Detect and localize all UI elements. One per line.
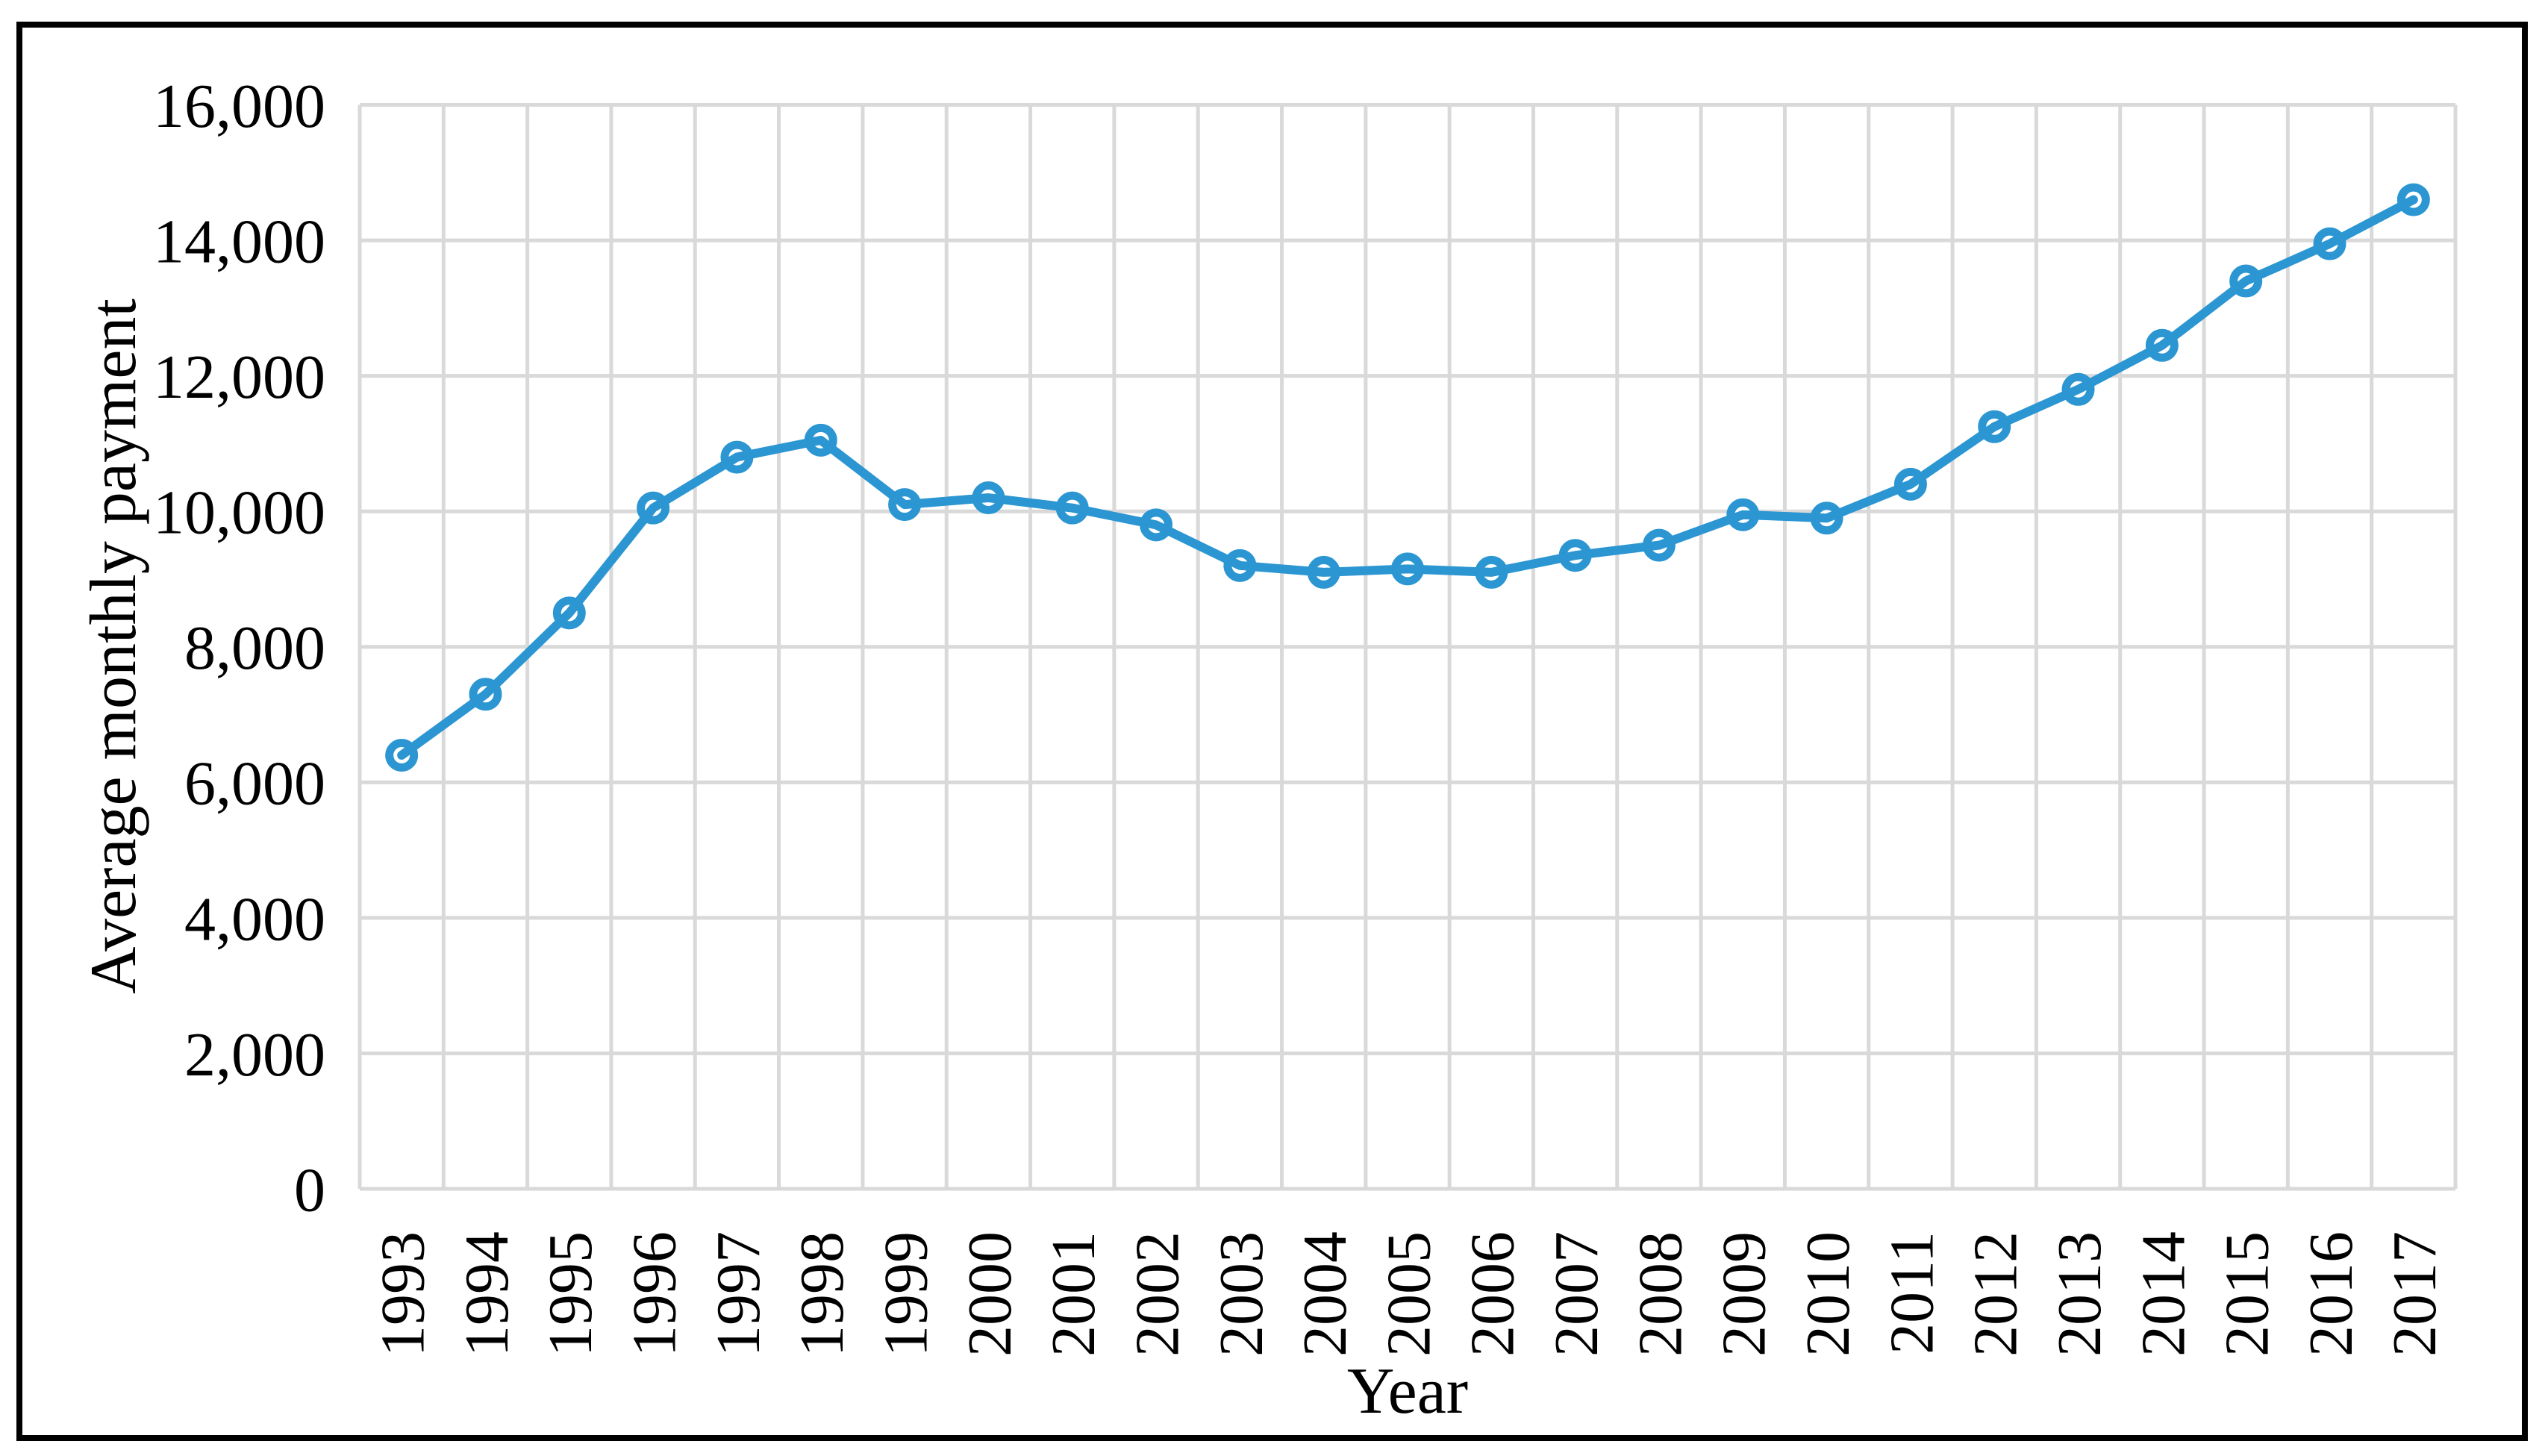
x-tick-label: 2007: [1542, 1231, 1611, 1357]
data-point-marker: [469, 678, 502, 711]
data-point-marker: [1140, 508, 1173, 542]
x-tick-label: 2010: [1793, 1231, 1863, 1357]
x-tick-label: 2009: [1710, 1231, 1779, 1357]
data-point-markers: [385, 183, 2430, 772]
x-tick-label: 2006: [1458, 1231, 1528, 1357]
data-point-marker: [2229, 264, 2263, 298]
data-point-marker: [720, 440, 754, 474]
x-tick-label: 1998: [787, 1231, 857, 1357]
y-tick-label: 0: [294, 1155, 325, 1225]
data-point-marker: [1810, 502, 1843, 535]
y-axis-title: Average monthly payment: [78, 299, 150, 994]
data-point-marker: [1642, 528, 1676, 562]
x-tick-label: 1996: [620, 1231, 690, 1357]
figure-border: [16, 22, 2528, 1441]
marker-backgrounds: [386, 184, 2429, 771]
data-point-marker: [637, 491, 670, 525]
x-tick-label: 1993: [369, 1231, 438, 1357]
x-tick-label: 2003: [1207, 1231, 1276, 1357]
data-point-marker: [888, 488, 922, 522]
x-tick-label: 2016: [2296, 1231, 2366, 1357]
data-point-marker: [2061, 372, 2095, 406]
x-tick-label: 2005: [1374, 1231, 1443, 1357]
y-tick-label: 2,000: [184, 1020, 325, 1090]
x-axis-tick-labels: 1993 1994 1995 1996 1997 1998 1999 2000 2001 2002…: [369, 1231, 2450, 1357]
y-tick-label: 10,000: [153, 478, 325, 548]
data-point-marker: [1055, 491, 1089, 525]
data-point-marker: [385, 739, 419, 772]
x-tick-label: 2012: [1961, 1231, 2031, 1357]
x-tick-label: 2002: [1122, 1231, 1192, 1357]
data-point-marker: [2145, 328, 2179, 362]
data-point-marker: [1307, 555, 1340, 589]
data-point-marker: [1558, 539, 1592, 572]
horizontal-gridlines: [360, 103, 2455, 1191]
x-tick-label: 2014: [2129, 1231, 2198, 1357]
data-point-marker: [1475, 555, 1508, 589]
data-point-marker: [552, 596, 586, 630]
x-tick-label: 1999: [871, 1231, 940, 1357]
x-tick-label: 2008: [1626, 1231, 1695, 1357]
y-tick-label: 16,000: [153, 72, 325, 141]
y-axis-tick-labels: 0 2,000 4,000 6,000 8,000 10,000 12,000 14,000 1…: [153, 72, 325, 1225]
x-tick-label: 1994: [452, 1231, 522, 1357]
data-point-marker: [2313, 227, 2346, 260]
data-point-marker: [972, 481, 1005, 515]
y-tick-label: 6,000: [184, 749, 325, 819]
x-tick-label: 1995: [536, 1231, 605, 1357]
data-point-marker: [804, 423, 837, 457]
x-tick-label: 2017: [2380, 1231, 2449, 1357]
x-tick-label: 2001: [1039, 1231, 1108, 1357]
y-tick-label: 12,000: [153, 343, 325, 412]
y-tick-label: 14,000: [153, 207, 325, 276]
data-point-marker: [1726, 498, 1760, 531]
y-tick-label: 8,000: [184, 613, 325, 683]
x-tick-label: 2011: [1877, 1231, 1946, 1355]
data-point-marker: [1978, 410, 2011, 443]
x-tick-label: 2004: [1290, 1231, 1360, 1357]
x-tick-label: 1997: [704, 1231, 773, 1357]
series-line: [397, 195, 2418, 760]
data-point-marker: [1893, 467, 1927, 501]
x-tick-label: 2015: [2213, 1231, 2282, 1357]
data-point-marker: [1391, 552, 1424, 586]
y-tick-label: 4,000: [184, 884, 325, 954]
data-point-marker: [2396, 183, 2430, 216]
data-point-marker: [1223, 549, 1257, 582]
x-axis-title: Year: [1347, 1355, 1468, 1428]
x-tick-label: 2013: [2045, 1231, 2114, 1357]
x-tick-label: 2000: [955, 1231, 1025, 1357]
